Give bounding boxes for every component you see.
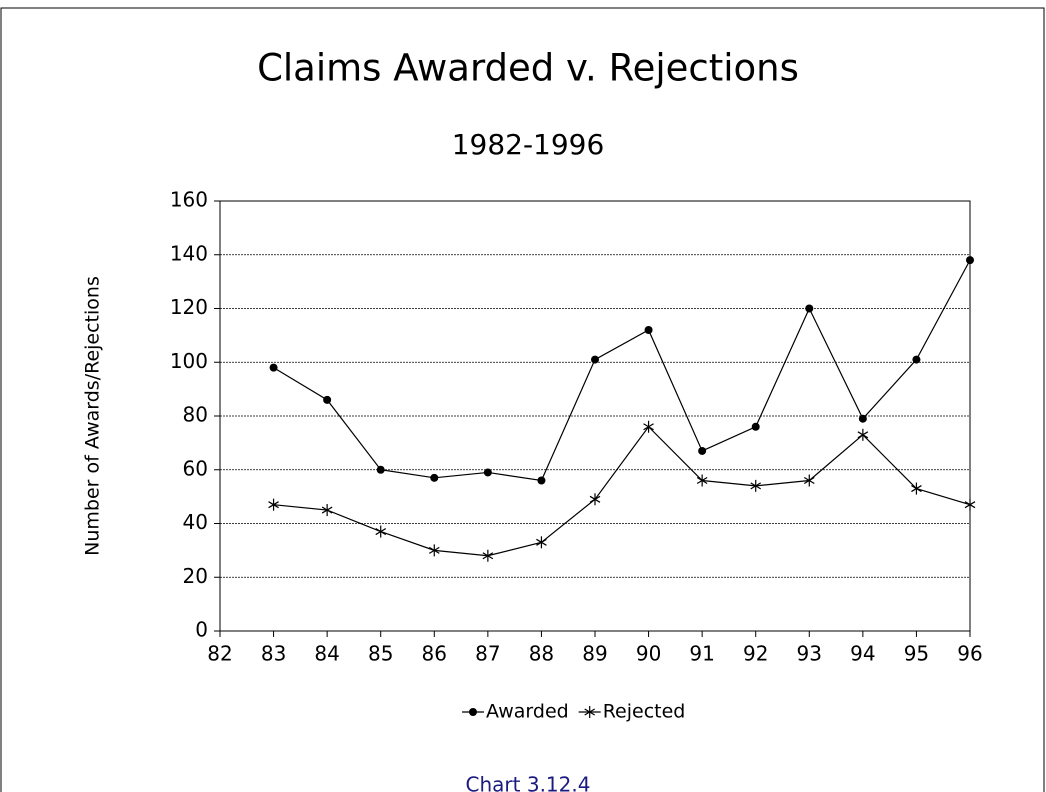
- point-stroke: [964, 501, 976, 509]
- point: [858, 414, 867, 423]
- y-axis-label: Number of Awards/Rejections: [82, 276, 104, 556]
- series-line: [273, 425, 971, 557]
- point: [966, 256, 974, 265]
- legend-marker: [584, 706, 596, 718]
- point-stroke: [696, 476, 708, 485]
- point: [964, 498, 976, 511]
- x-tick-label: 87: [475, 642, 500, 666]
- point: [591, 355, 599, 364]
- point: [428, 544, 440, 557]
- y-tick-label: 60: [183, 456, 208, 480]
- point: [323, 395, 332, 404]
- legend-marker-stroke: [584, 708, 596, 716]
- point: [698, 446, 707, 455]
- point: [430, 473, 439, 482]
- point-stroke: [643, 423, 654, 431]
- x-tick-label: 91: [689, 642, 714, 666]
- point-stroke: [482, 552, 494, 560]
- chart-subtitle: 1982-1996: [452, 128, 605, 161]
- point: [911, 482, 922, 495]
- legend-marker: [469, 708, 477, 716]
- point: [537, 476, 546, 485]
- x-tick-label: 96: [957, 642, 982, 666]
- x-tick-label: 88: [529, 642, 554, 666]
- point: [644, 326, 653, 334]
- y-tick-label: 80: [183, 403, 208, 427]
- x-tick-label: 94: [850, 642, 875, 666]
- y-tick-label: 120: [170, 295, 208, 319]
- point: [268, 498, 279, 511]
- point: [696, 474, 708, 487]
- y-tick-label: 100: [170, 349, 208, 373]
- point: [857, 428, 869, 441]
- y-tick-label: 160: [170, 188, 208, 212]
- legend-label: Rejected: [603, 701, 686, 723]
- y-tick-label: 0: [195, 618, 208, 642]
- point-stroke: [375, 528, 387, 536]
- point: [269, 363, 278, 372]
- x-tick-label: 92: [743, 642, 768, 666]
- x-tick-label: 90: [636, 642, 661, 666]
- point: [803, 474, 815, 487]
- y-tick-label: 20: [183, 564, 208, 588]
- x-tick-label: 86: [422, 642, 447, 666]
- point: [751, 422, 760, 431]
- caption: Chart 3.12.4: [466, 773, 591, 792]
- y-tick-label: 140: [170, 241, 208, 265]
- x-tick-label: 83: [261, 642, 286, 666]
- series-line: [273, 259, 971, 482]
- point: [483, 468, 492, 477]
- x-tick-label: 93: [797, 642, 822, 666]
- x-tick-label: 84: [314, 642, 339, 666]
- point: [376, 465, 385, 474]
- chart-title: Claims Awarded v. Rejections: [257, 47, 799, 90]
- point-stroke: [911, 485, 922, 493]
- x-tick-label: 95: [904, 642, 929, 666]
- point: [912, 355, 921, 364]
- x-tick-label: 82: [207, 642, 232, 666]
- point: [482, 549, 494, 562]
- point: [589, 493, 601, 506]
- point: [805, 304, 814, 313]
- point-stroke: [428, 546, 440, 554]
- point-stroke: [536, 538, 547, 546]
- point: [321, 504, 333, 517]
- point-stroke: [321, 506, 333, 514]
- x-tick-label: 85: [368, 642, 393, 666]
- point-stroke: [803, 476, 815, 485]
- legend-item: Awarded: [462, 701, 569, 723]
- point-stroke: [750, 482, 762, 490]
- point: [536, 536, 547, 549]
- legend-item: Rejected: [578, 701, 686, 723]
- point-stroke: [857, 431, 869, 439]
- point-stroke: [589, 495, 601, 503]
- frame: [0, 7, 1045, 792]
- point: [750, 479, 762, 492]
- x-tick-label: 89: [582, 642, 607, 666]
- legend-label: Awarded: [486, 701, 569, 723]
- point: [375, 525, 387, 538]
- point-stroke: [268, 501, 279, 509]
- y-tick-label: 40: [183, 510, 208, 534]
- point: [643, 420, 654, 433]
